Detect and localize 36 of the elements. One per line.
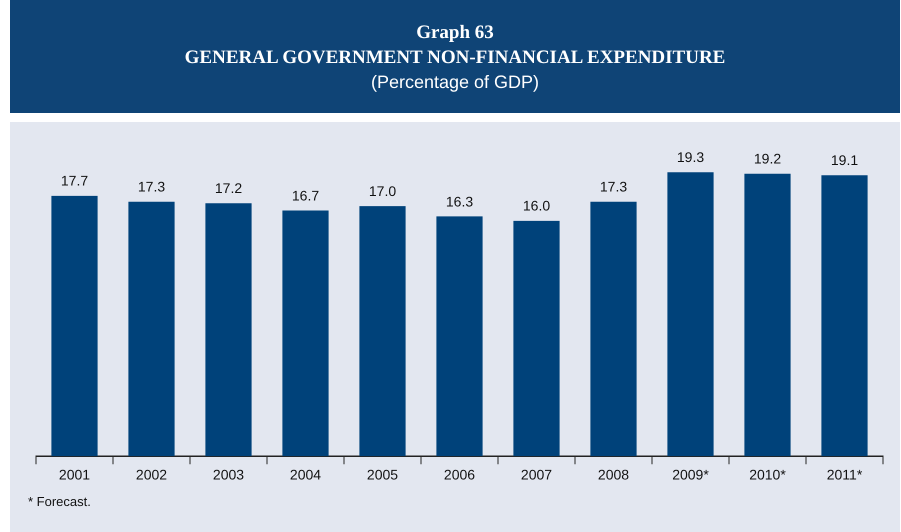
x-tick-label: 2001	[58, 466, 90, 482]
data-label: 19.2	[754, 150, 782, 167]
chart-subtitle: (Percentage of GDP)	[370, 72, 540, 93]
data-label: 19.3	[676, 149, 704, 166]
data-label: 16.0	[522, 198, 550, 214]
bar	[51, 196, 98, 456]
x-tick-label: 2009*	[672, 466, 710, 482]
bar	[128, 202, 175, 456]
data-label: 17.3	[600, 178, 628, 195]
bar	[436, 216, 483, 456]
x-tick-label: 2006	[444, 466, 476, 482]
bar	[590, 202, 637, 456]
data-label: 17.7	[60, 172, 88, 189]
bar	[821, 175, 868, 456]
x-tick-label: 2005	[366, 466, 398, 482]
bar	[667, 172, 714, 456]
bar	[744, 174, 791, 456]
data-label: 17.0	[368, 182, 396, 199]
x-tick-label: 2003	[212, 466, 244, 482]
x-tick-label: 2011*	[826, 466, 863, 482]
data-label: 16.7	[292, 187, 320, 204]
chart-title: Graph 63 GENERAL GOVERNMENT NON-FINANCIAL EXPENDITURE	[184, 21, 726, 70]
bar	[513, 220, 560, 456]
text: * Forecast.	[28, 494, 91, 509]
data-label: 16.3	[446, 193, 474, 210]
bar	[205, 203, 252, 456]
x-tick-label: 2010*	[749, 466, 786, 482]
x-tick-label: 2004	[290, 466, 322, 482]
bar	[359, 206, 406, 456]
bar	[282, 210, 329, 456]
data-label: 17.3	[138, 178, 166, 195]
x-tick-label: 2008	[598, 466, 630, 482]
data-label: 19.1	[830, 152, 858, 168]
data-label: 17.2	[214, 180, 242, 196]
x-tick-label: 2007	[520, 466, 552, 482]
x-tick-label: 2002	[136, 466, 168, 482]
